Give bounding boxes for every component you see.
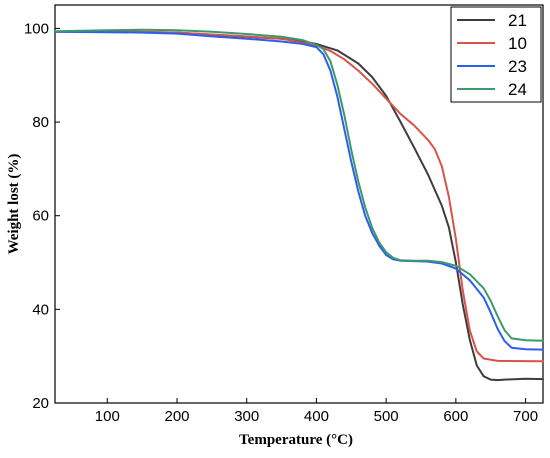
x-tick-label: 500	[374, 408, 399, 425]
x-tick-label: 100	[95, 408, 120, 425]
legend: 21 10 23 24	[450, 6, 542, 103]
legend-items: 21 10 23 24	[457, 11, 527, 99]
legend-label-10: 10	[508, 34, 527, 53]
y-tick-label: 100	[24, 20, 49, 37]
y-tick-label: 20	[32, 395, 49, 412]
x-tick-label: 300	[234, 408, 259, 425]
legend-label-23: 23	[508, 57, 527, 76]
y-tick-label: 40	[32, 301, 49, 318]
y-axis-title: Weight lost (%)	[6, 154, 22, 255]
x-tick-label: 700	[513, 408, 538, 425]
x-tick-label: 600	[443, 408, 468, 425]
legend-box	[450, 6, 542, 103]
x-tick-label: 400	[304, 408, 329, 425]
series-lines	[54, 28, 544, 382]
legend-label-24: 24	[508, 80, 527, 99]
y-tick-label: 60	[32, 208, 49, 225]
series-line-10	[54, 30, 544, 363]
x-axis-title: Temperature (°C)	[239, 432, 353, 448]
legend-label-21: 21	[508, 11, 527, 30]
x-tick-label: 200	[164, 408, 189, 425]
y-tick-label: 80	[32, 114, 49, 131]
series-line-24	[54, 28, 544, 342]
axis-ticks: 100 200 300 400 500 600 700 20 40 60 80 100	[24, 20, 538, 425]
series-line-23	[54, 30, 544, 351]
plot-frame	[54, 4, 544, 404]
